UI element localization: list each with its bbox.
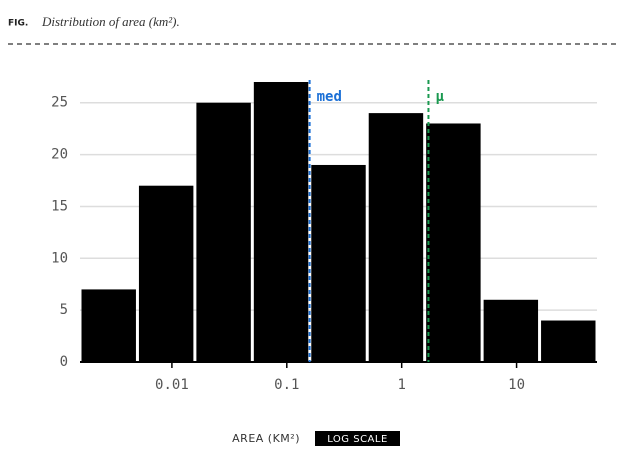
scale-badge [315,431,400,446]
x-tick-label: 10 [508,377,525,393]
y-tick-label: 20 [51,147,68,163]
bar [138,185,194,362]
bar [483,299,539,362]
reference-label: med [317,89,342,105]
reference-label: μ [435,89,444,105]
bar [426,123,481,363]
bar [311,164,366,362]
bar [196,102,251,363]
x-tick-label: 0.01 [155,377,189,393]
bar [81,289,136,362]
bar [253,82,309,362]
y-tick-label: 10 [51,250,68,266]
y-tick-label: 15 [51,198,68,214]
x-tick-label: 1 [397,377,405,393]
x-axis-label: AREA (KM²) [232,432,300,445]
scale-badge-label: LOG SCALE [327,434,388,445]
y-tick-label: 25 [51,95,68,111]
y-tick-label: 0 [60,354,68,370]
bar [368,113,424,362]
bar [541,320,596,362]
y-tick-label: 5 [60,302,68,318]
fig-label: FIG. [8,19,28,29]
chart-title: Distribution of area (km²). [41,14,180,29]
x-tick-label: 0.1 [274,377,299,393]
